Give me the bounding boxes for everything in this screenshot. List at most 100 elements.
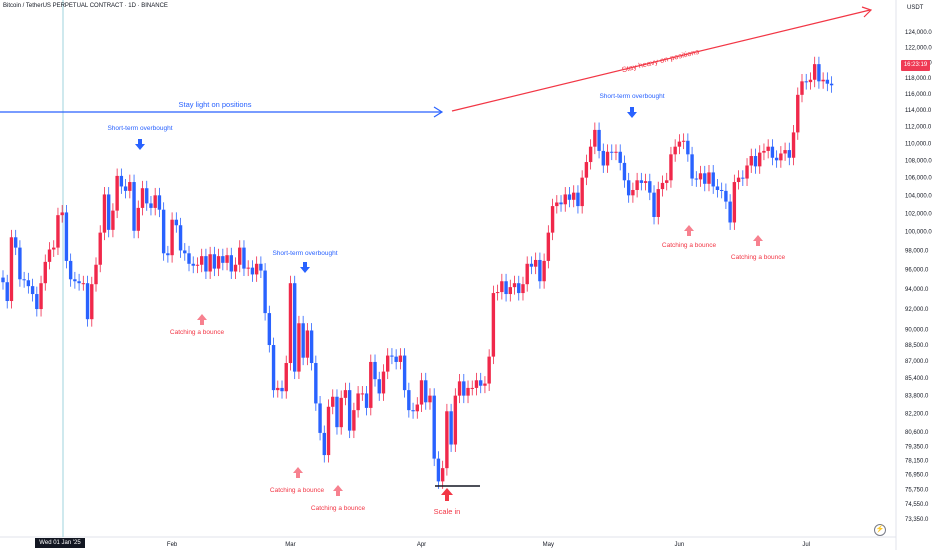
candle-down (5, 282, 9, 302)
candle-down (309, 330, 314, 364)
price-tick-label: 80,600.0 (905, 430, 929, 436)
candle-down (26, 280, 31, 287)
candle-up (605, 151, 610, 166)
candle-up (254, 263, 259, 275)
candle-down (436, 458, 441, 482)
candle-down (35, 294, 39, 310)
candle-down (106, 194, 111, 230)
candle-up (812, 64, 817, 80)
candle-up (288, 283, 293, 364)
candle-up (588, 146, 593, 163)
candle-up (660, 182, 665, 190)
candle-down (626, 180, 631, 196)
candle-up (52, 247, 56, 250)
candle-up (800, 81, 804, 95)
candle-down (394, 356, 398, 362)
candle-up (698, 173, 703, 180)
symbol-header: Bitcoin / TetherUS PERPETUAL CONTRACT · … (3, 3, 168, 9)
candle-up (369, 361, 373, 408)
candle-up (305, 330, 310, 358)
candles-layer (1, 56, 834, 489)
candle-up (821, 79, 825, 82)
price-tick-label: 98,000.0 (905, 248, 929, 254)
candle-down (364, 393, 369, 408)
time-tick-label: Mar (285, 542, 295, 548)
candle-up (749, 156, 753, 166)
candle-up (453, 395, 458, 445)
candle-up (614, 151, 618, 153)
candle-up (656, 189, 660, 217)
candle-up (546, 232, 551, 261)
candle-down (724, 190, 728, 202)
candle-up (542, 260, 546, 282)
bounce-label-4: Catching a bounce (662, 242, 717, 249)
price-tick-label: 124,000.0 (905, 30, 932, 36)
candle-down (504, 281, 508, 295)
stay-light-label: Stay light on positions (179, 100, 252, 109)
price-tick-label: 106,000.0 (905, 176, 932, 182)
price-tick-label: 92,000.0 (905, 307, 929, 313)
price-tick-label: 83,800.0 (905, 394, 929, 400)
candle-down (292, 283, 297, 372)
candle-down (449, 411, 453, 445)
candle-down (690, 154, 694, 179)
candle-down (178, 225, 183, 251)
candle-down (123, 186, 128, 191)
price-tick-label: 87,000.0 (905, 359, 929, 365)
candle-down (242, 247, 246, 269)
candle-down (271, 345, 276, 391)
time-ticks: Feb Mar Apr May Jun Jul (167, 542, 810, 548)
price-tick-label: 112,000.0 (905, 125, 932, 131)
candle-down (703, 173, 707, 184)
candle-up (90, 284, 94, 320)
candle-down (22, 279, 26, 281)
candle-up (483, 383, 487, 386)
time-tick-label: May (543, 542, 554, 548)
candle-up (635, 180, 639, 190)
candle-up (170, 219, 174, 256)
candle-down (267, 313, 272, 346)
tradingview-logo-icon[interactable]: ⚡ (874, 524, 886, 536)
candle-down (719, 189, 724, 191)
price-ticks: 124,000.0122,000.0120,000.0118,000.0116,… (905, 30, 932, 523)
candle-up (474, 380, 479, 388)
candle-up (758, 152, 762, 167)
bounce-label-2: Catching a bounce (270, 487, 325, 494)
candle-down (373, 361, 377, 380)
price-tick-label: 114,000.0 (905, 108, 932, 114)
time-tick-label: Apr (417, 542, 426, 548)
stay-heavy-arrow-line (451, 9, 871, 112)
candle-down (529, 263, 534, 267)
candle-down (204, 256, 208, 272)
overbought-arrow-2 (300, 262, 310, 273)
price-tick-label: 116,000.0 (905, 92, 932, 98)
candle-up (43, 261, 47, 284)
candle-up (631, 189, 635, 196)
candle-up (707, 172, 711, 184)
candle-up (762, 150, 766, 153)
candle-up (339, 397, 343, 428)
candle-down (825, 79, 830, 84)
price-tick-label: 122,000.0 (905, 45, 932, 51)
candle-down (462, 381, 466, 396)
crosshair-date-label: Wed 01 Jan '25 (35, 538, 85, 548)
candle-up (284, 363, 288, 392)
candle-up (419, 380, 424, 405)
candle-up (673, 146, 677, 155)
scale-in-label: Scale in (434, 507, 461, 516)
price-tick-label: 82,200.0 (905, 412, 929, 418)
overbought-label-2: Short-term overbought (272, 250, 337, 257)
candle-down (212, 254, 217, 269)
price-tick-label: 118,000.0 (905, 76, 932, 82)
candle-up (669, 154, 673, 181)
candle-down (191, 263, 195, 266)
candle-up (500, 281, 504, 293)
candle-up (521, 284, 525, 294)
candle-up (512, 283, 517, 288)
candle-down (817, 64, 821, 82)
candle-up (47, 249, 52, 262)
candle-down (601, 150, 606, 166)
candle-down (753, 156, 758, 167)
candle-down (411, 410, 415, 412)
